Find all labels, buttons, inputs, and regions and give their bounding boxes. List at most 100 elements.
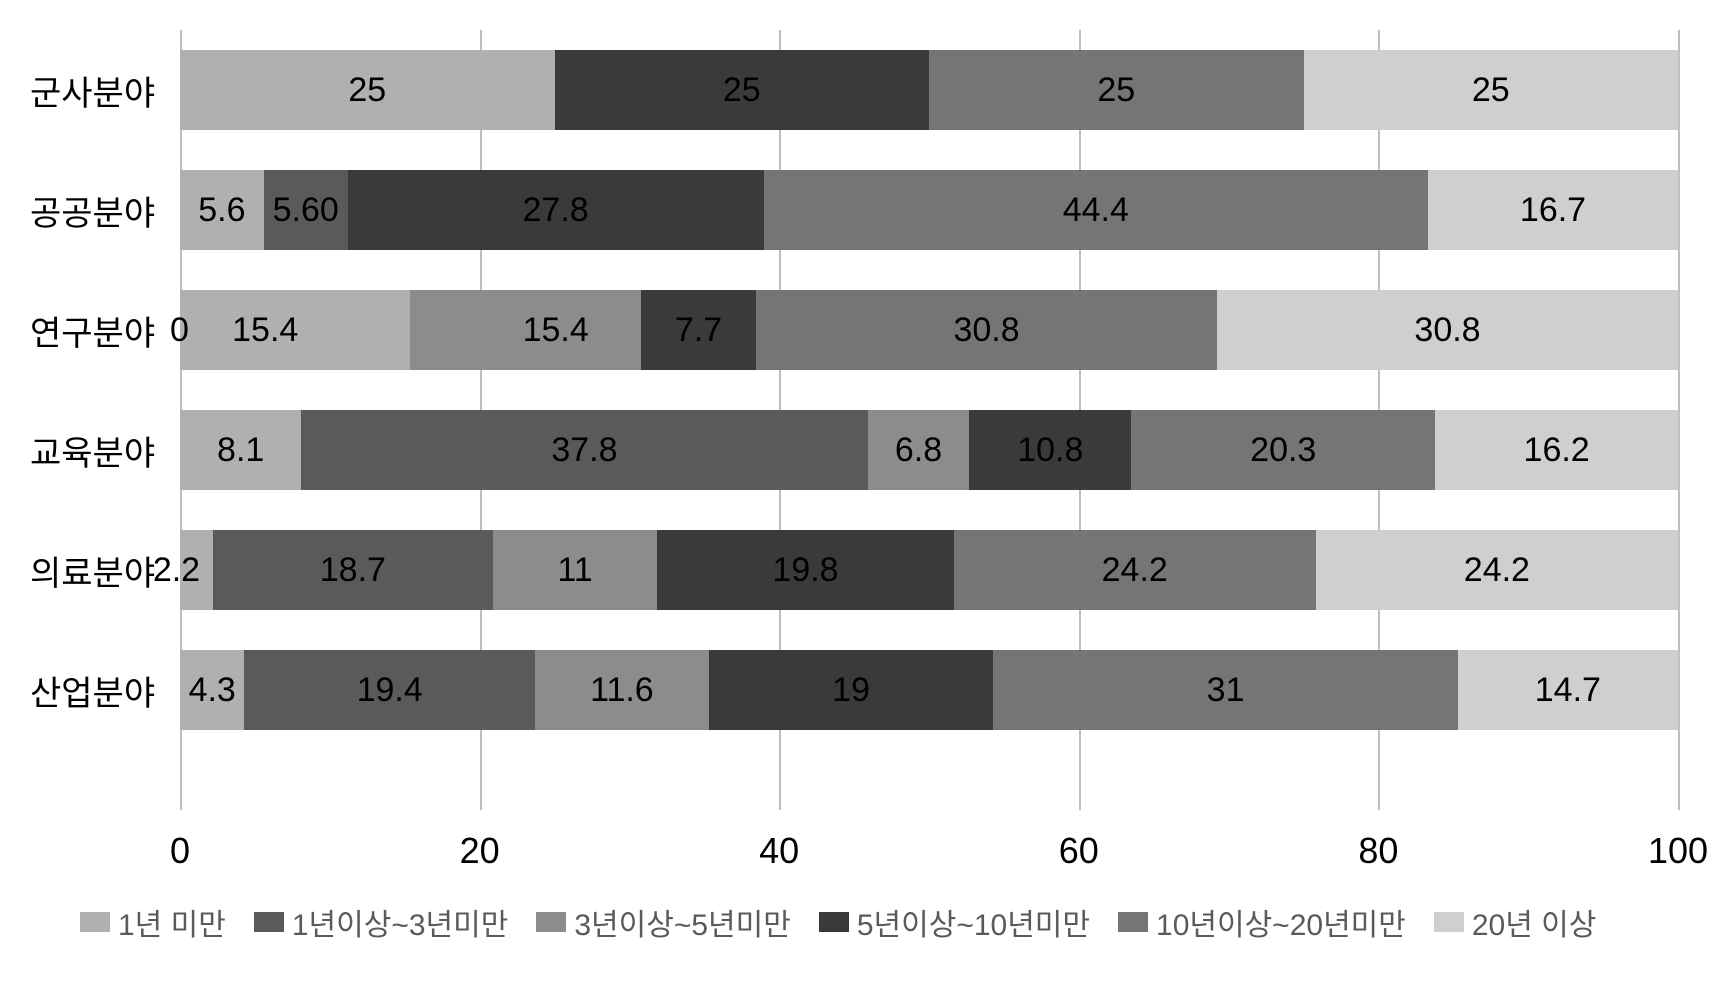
- x-tick: 0: [170, 830, 190, 872]
- legend-item: 1년이상~3년미만: [254, 900, 509, 944]
- bar-row: 8.1 37.8 6.8 10.8 20.3 16.2: [180, 410, 1678, 490]
- segment-value: 25: [723, 71, 761, 110]
- bar-segment: 31: [993, 650, 1457, 730]
- category-label: 연구분야: [30, 290, 170, 370]
- legend-item: 5년이상~10년미만: [819, 900, 1090, 944]
- segment-value: 14.7: [1535, 671, 1601, 710]
- bar-segment: 16.7: [1428, 170, 1678, 250]
- x-tick: 40: [759, 830, 799, 872]
- segment-value: 6.8: [895, 431, 942, 470]
- segment-value: 44.4: [1063, 191, 1129, 230]
- segment-value: 0: [170, 311, 189, 350]
- bar-segment: 25: [929, 50, 1304, 130]
- legend-label: 10년이상~20년미만: [1156, 900, 1406, 944]
- grid-line: [1678, 30, 1680, 810]
- legend-swatch: [819, 912, 849, 932]
- bar-segment: 11.6: [535, 650, 709, 730]
- bar-row: 2.218.7 11 19.8 24.2 24.2: [180, 530, 1678, 610]
- segment-value: 20.3: [1250, 431, 1316, 470]
- bar-segment: 30.8: [756, 290, 1217, 370]
- segment-value: 15.4: [523, 311, 589, 350]
- bar-segment: 25: [180, 50, 555, 130]
- segment-value: 30.8: [1414, 311, 1480, 350]
- legend-item: 1년 미만: [80, 900, 226, 944]
- segment-value: 5.60: [273, 191, 339, 230]
- bar-segment: 25: [555, 50, 930, 130]
- segment-value: 16.2: [1524, 431, 1590, 470]
- bar-segment: 5.6: [180, 170, 264, 250]
- bar-segment: 15.4: [180, 290, 410, 370]
- segment-value: 11.6: [590, 671, 654, 710]
- segment-value: 37.8: [551, 431, 617, 470]
- bar-segment: 4.3: [180, 650, 244, 730]
- bar-segment: 19: [709, 650, 994, 730]
- bar-segment: 30.8: [1217, 290, 1678, 370]
- legend-label: 1년 미만: [118, 900, 226, 944]
- segment-value: 19.4: [357, 671, 423, 710]
- bar-segment: 18.7: [213, 530, 493, 610]
- legend-swatch: [254, 912, 284, 932]
- segment-value: 31: [1207, 671, 1245, 710]
- segment-value: 11: [557, 551, 592, 590]
- legend: 1년 미만 1년이상~3년미만 3년이상~5년미만 5년이상~10년미만 10년이상~2…: [80, 900, 1678, 944]
- bar-segment: 11: [493, 530, 658, 610]
- bar-segment: 44.4: [764, 170, 1428, 250]
- legend-label: 3년이상~5년미만: [574, 900, 791, 944]
- x-tick: 60: [1059, 830, 1099, 872]
- stacked-bar-chart: 25 25 25 25 5.6 5.60 27.8 44.4 16.7 15.4 0 15.4 7.7 3…: [30, 30, 1698, 955]
- segment-value: 24.2: [1102, 551, 1168, 590]
- legend-label: 20년 이상: [1472, 900, 1597, 944]
- segment-value: 30.8: [953, 311, 1019, 350]
- legend-item: 3년이상~5년미만: [536, 900, 791, 944]
- segment-value: 25: [1472, 71, 1510, 110]
- segment-value: 25: [348, 71, 386, 110]
- legend-swatch: [1434, 912, 1464, 932]
- segment-value: 8.1: [217, 431, 264, 470]
- category-label: 산업분야: [30, 650, 170, 730]
- segment-value: 15.4: [232, 311, 298, 350]
- bar-segment: 6.8: [868, 410, 970, 490]
- bar-segment: 24.2: [1316, 530, 1678, 610]
- segment-value: 25: [1097, 71, 1135, 110]
- x-tick: 20: [460, 830, 500, 872]
- category-label: 교육분야: [30, 410, 170, 490]
- x-tick: 80: [1358, 830, 1398, 872]
- segment-value: 24.2: [1464, 551, 1530, 590]
- bar-segment: 27.8: [348, 170, 764, 250]
- bar-row: 15.4015.47.730.830.8: [180, 290, 1678, 370]
- segment-value: 4.3: [189, 671, 236, 710]
- bar-segment: 7.7: [641, 290, 756, 370]
- bar-segment: 19.4: [244, 650, 535, 730]
- bar-row: 4.3 19.4 11.6 19 31 14.7: [180, 650, 1678, 730]
- segment-value: 5.6: [198, 191, 245, 230]
- bar-segment: 16.2: [1435, 410, 1678, 490]
- bar-segment: 5.60: [264, 170, 348, 250]
- segment-value: 10.8: [1017, 431, 1083, 470]
- bar-segment: 24.2: [954, 530, 1316, 610]
- category-label: 군사분야: [30, 50, 170, 130]
- segment-value: 16.7: [1520, 191, 1586, 230]
- bar-segment: 8.1: [180, 410, 301, 490]
- segment-value: 19.8: [772, 551, 838, 590]
- bar-row: 5.6 5.60 27.8 44.4 16.7: [180, 170, 1678, 250]
- bar-segment: 14.7: [1458, 650, 1678, 730]
- plot-area: 252525255.65.6027.844.416.715.4015.47.73…: [180, 30, 1678, 810]
- legend-item: 10년이상~20년미만: [1118, 900, 1406, 944]
- bar-segment: 20.3: [1131, 410, 1435, 490]
- legend-label: 5년이상~10년미만: [857, 900, 1090, 944]
- category-label: 의료분야: [30, 530, 170, 610]
- legend-swatch: [536, 912, 566, 932]
- bar-segment: 10.8: [969, 410, 1131, 490]
- bar-segment: 25: [1304, 50, 1679, 130]
- segment-value: 27.8: [523, 191, 589, 230]
- bar-segment: 19.8: [657, 530, 953, 610]
- x-axis: 020406080100: [180, 820, 1678, 880]
- category-label: 공공분야: [30, 170, 170, 250]
- bar-segment: 2.2: [180, 530, 213, 610]
- segment-value: 19: [832, 671, 870, 710]
- bar-segment: 37.8: [301, 410, 867, 490]
- legend-swatch: [1118, 912, 1148, 932]
- legend-label: 1년이상~3년미만: [292, 900, 509, 944]
- bar-segment: 15.4: [410, 290, 640, 370]
- x-tick: 100: [1648, 830, 1708, 872]
